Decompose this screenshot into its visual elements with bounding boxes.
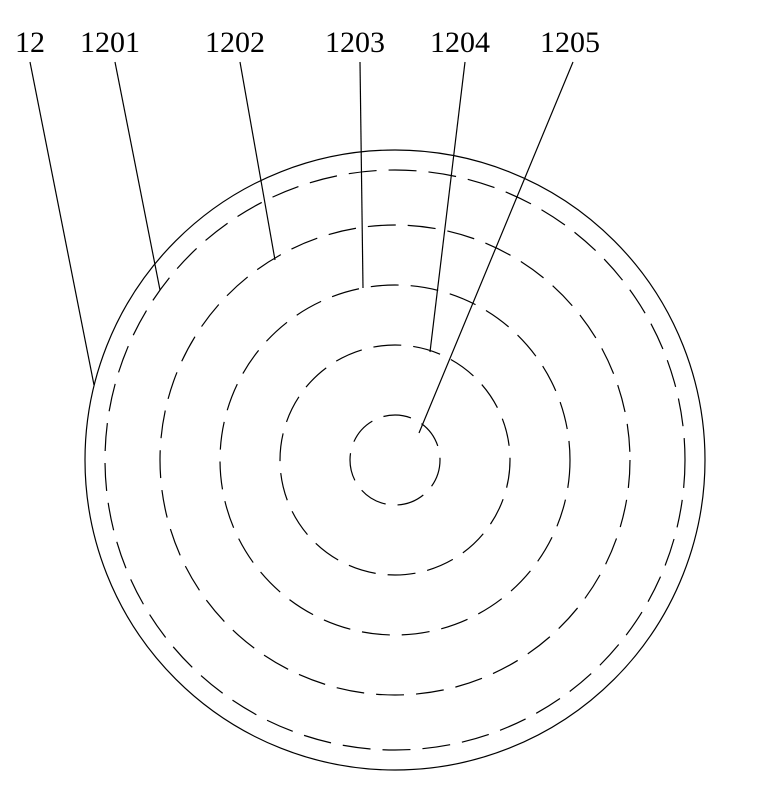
diagram-canvas: 12 1201 1202 1203 1204 1205 (0, 0, 777, 790)
label-1201: 1201 (80, 26, 140, 59)
label-1203: 1203 (325, 26, 385, 59)
inner-circle-1201 (105, 170, 685, 750)
labels-group: 12 1201 1202 1203 1204 1205 (15, 26, 600, 59)
leader-line-1204 (430, 62, 465, 352)
leader-lines-group (30, 62, 573, 433)
leader-line-12 (30, 62, 94, 385)
label-1204: 1204 (430, 26, 490, 59)
label-1202: 1202 (205, 26, 265, 59)
label-12: 12 (15, 26, 45, 59)
leader-line-1202 (240, 62, 275, 260)
label-1205: 1205 (540, 26, 600, 59)
leader-line-1203 (360, 62, 363, 288)
inner-circle-1205 (350, 415, 440, 505)
inner-circle-1204 (280, 345, 510, 575)
concentric-circles-group (85, 150, 705, 770)
inner-circle-1203 (220, 285, 570, 635)
outer-circle-12 (85, 150, 705, 770)
inner-circle-1202 (160, 225, 630, 695)
leader-line-1201 (115, 62, 160, 290)
